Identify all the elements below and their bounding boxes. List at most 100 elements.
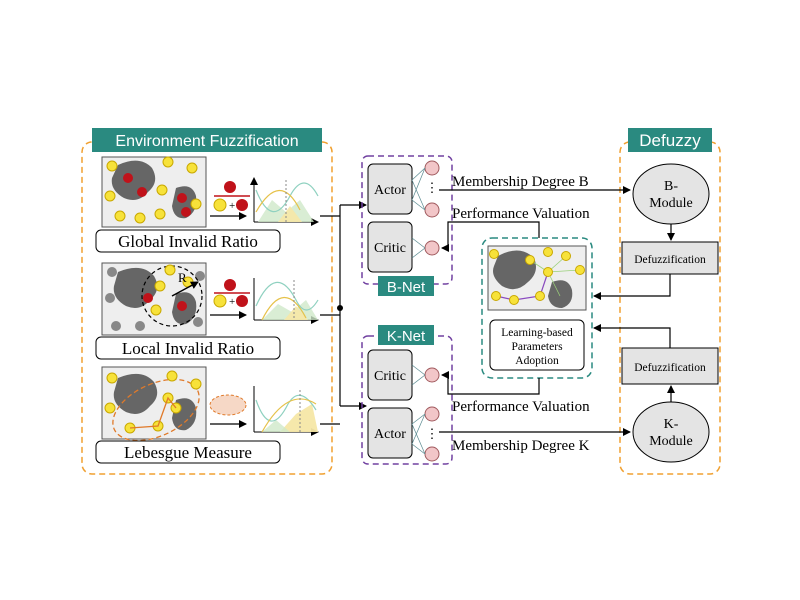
obstacle-shape xyxy=(113,373,158,414)
b-net-group: Actor Critic ⋮ B-Net xyxy=(361,155,453,296)
k-net-title-tag xyxy=(378,325,434,345)
lebesgue-region xyxy=(112,378,200,442)
valid-point xyxy=(164,264,176,276)
defuzz-bottom-label: Defuzzification xyxy=(634,362,706,374)
gray-point xyxy=(105,293,115,303)
valid-point xyxy=(166,370,178,382)
env-to-nets-connectors xyxy=(320,201,367,425)
valid-point xyxy=(156,184,168,196)
radius-symbol: R xyxy=(178,270,187,285)
valid-point xyxy=(106,160,118,172)
panel-global: + Global Invalid Ratio xyxy=(95,156,319,253)
nn-link xyxy=(411,237,426,249)
nn-link xyxy=(411,443,426,455)
valid-point xyxy=(525,255,535,265)
membership-plot xyxy=(253,386,319,436)
membership-area xyxy=(258,200,314,222)
b-net-critic-node xyxy=(424,240,440,256)
k-net-actor-label: Actor xyxy=(374,427,406,442)
edge-defuzz-top-to-learning xyxy=(593,274,671,300)
k-net-critic-label: Critic xyxy=(374,369,406,384)
membership-plot xyxy=(253,278,319,324)
invalid-point xyxy=(137,187,147,197)
membership-area xyxy=(280,404,318,432)
ratio-red-dot xyxy=(224,279,236,291)
b-module-line1: B- xyxy=(664,179,678,194)
b-net-ellipsis: ⋮ xyxy=(426,180,439,195)
k-module-line2: Module xyxy=(649,434,693,449)
b-net-actor-node xyxy=(424,160,440,176)
invalid-point xyxy=(181,207,191,217)
membership-curve xyxy=(255,190,301,213)
edge-membership-k-label: Membership Degree K xyxy=(452,438,590,454)
valid-point xyxy=(491,291,501,301)
valid-point xyxy=(106,372,118,384)
learning-label-box xyxy=(489,319,585,371)
environment-fuzzification-group: Environment Fuzzification + xyxy=(81,128,333,475)
obstacle-shape xyxy=(548,280,573,308)
membership-curve xyxy=(261,297,307,321)
defuzz-bottom-box xyxy=(621,347,719,385)
defuzz-top-label: Defuzzification xyxy=(634,254,706,266)
k-module-line1: K- xyxy=(664,417,679,432)
learning-label-line1: Learning-based xyxy=(501,327,573,339)
b-module-line2: Module xyxy=(649,196,693,211)
lebesgue-path xyxy=(129,396,177,429)
panel-local-label: Local Invalid Ratio xyxy=(122,339,254,358)
valid-point xyxy=(186,162,198,174)
panel-lebesgue-label: Lebesgue Measure xyxy=(124,443,252,462)
b-net-title-tag xyxy=(378,276,434,296)
k-net-dashed-frame xyxy=(361,335,453,465)
k-net-group: K-Net Critic Actor ⋮ xyxy=(361,325,453,465)
nn-link xyxy=(411,247,426,259)
membership-area xyxy=(284,306,308,320)
defuzzy-group: Defuzzy B- Module Defuzzification Defuzz… xyxy=(619,128,721,475)
gray-point xyxy=(193,317,203,327)
flow-edges: Membership Degree B Performance Valuatio… xyxy=(439,174,671,454)
b-net-critic-label: Critic xyxy=(374,241,406,256)
panel-global-label-box xyxy=(95,229,281,253)
membership-area xyxy=(278,206,302,222)
nn-link xyxy=(411,413,426,445)
k-net-ellipsis: ⋮ xyxy=(426,426,439,441)
valid-point xyxy=(543,247,553,257)
ratio-red-dot xyxy=(236,199,248,211)
k-net-actor-node xyxy=(424,446,440,462)
edge-perf-top xyxy=(441,221,540,252)
nn-link xyxy=(411,413,426,425)
valid-point xyxy=(535,291,545,301)
valid-point xyxy=(190,378,202,390)
edge-perf-bottom-label: Performance Valuation xyxy=(452,399,590,415)
ratio-yellow-dot xyxy=(213,198,227,212)
membership-curve xyxy=(255,394,317,422)
membership-curve xyxy=(261,398,317,433)
defuzzy-title-tag xyxy=(628,128,712,152)
environment-title-tag xyxy=(92,128,322,152)
valid-point xyxy=(575,265,585,275)
gray-point xyxy=(107,267,117,277)
b-module-node xyxy=(632,163,710,225)
k-net-actor-node xyxy=(424,406,440,422)
b-net-critic-box xyxy=(367,221,413,273)
learning-dashed-frame xyxy=(481,237,593,379)
membership-curve xyxy=(255,281,319,311)
invalid-point xyxy=(123,173,133,183)
b-net-actor-label: Actor xyxy=(374,183,406,198)
valid-point xyxy=(154,208,166,220)
graph-link xyxy=(547,269,581,273)
nn-link xyxy=(411,167,426,181)
learning-path xyxy=(495,271,549,301)
invalid-point xyxy=(177,301,187,311)
environment-title: Environment Fuzzification xyxy=(115,133,298,150)
invalid-point xyxy=(143,293,153,303)
k-net-critic-node xyxy=(424,367,440,383)
valid-point xyxy=(543,267,553,277)
k-net-critic-box xyxy=(367,349,413,401)
edge-perf-bottom xyxy=(441,371,540,395)
ratio-red-dot xyxy=(236,295,248,307)
nn-link xyxy=(411,199,426,211)
nn-link xyxy=(411,374,426,386)
k-module-node xyxy=(632,401,710,463)
panel-lebesgue-label-box xyxy=(95,440,281,464)
membership-area xyxy=(262,420,290,432)
